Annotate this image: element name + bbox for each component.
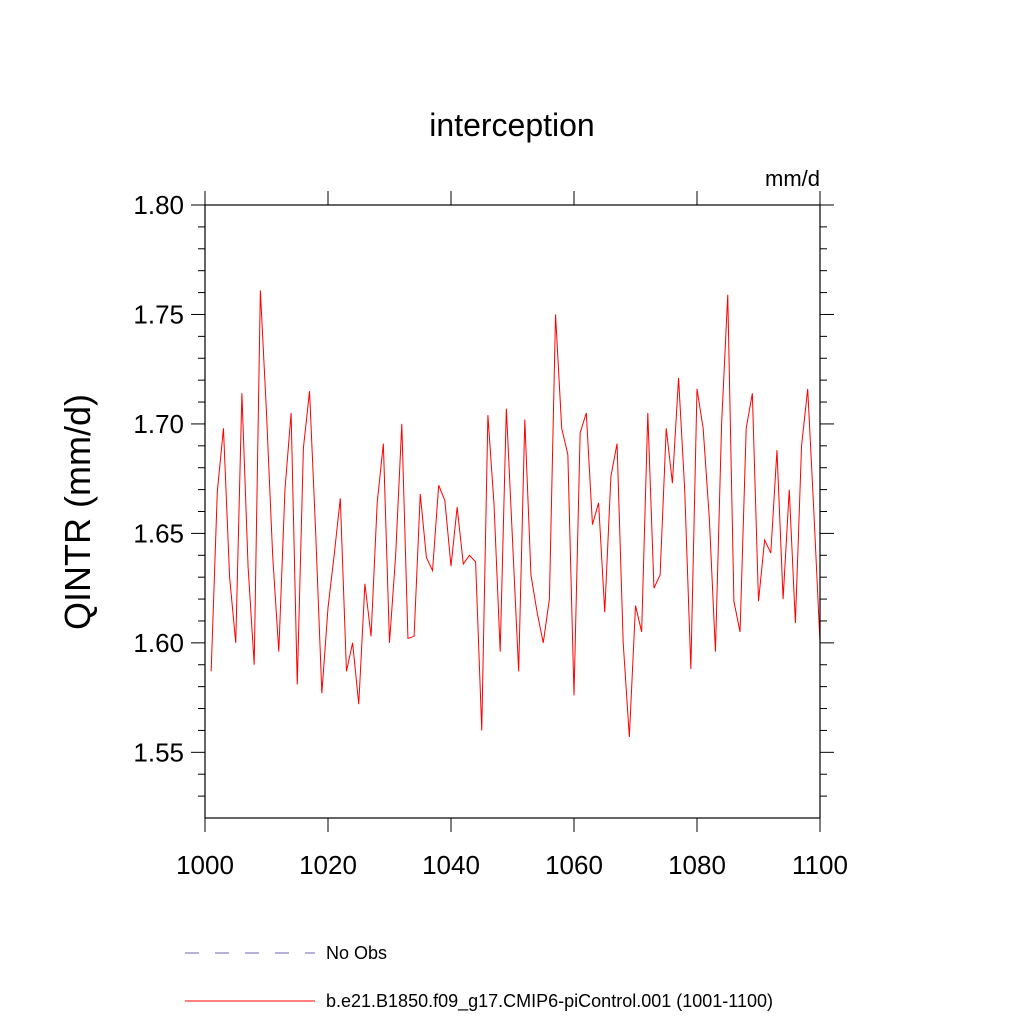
units-label: mm/d — [765, 166, 820, 191]
y-axis-label: QINTR (mm/d) — [57, 394, 98, 630]
x-tick-label: 1040 — [422, 850, 480, 880]
series-line — [210, 290, 821, 738]
legend-label-no-obs: No Obs — [326, 943, 387, 963]
plot-frame — [204, 204, 821, 819]
x-tick-label: 1100 — [792, 850, 848, 880]
legend: No Obs b.e21.B1850.f09_g17.CMIP6-piContr… — [185, 943, 773, 1012]
x-tick-label: 1000 — [176, 850, 234, 880]
y-tick-label: 1.70 — [133, 409, 184, 439]
y-tick-labels: 1.55 1.60 1.65 1.70 1.75 1.80 — [133, 190, 184, 767]
y-tick-label: 1.65 — [133, 518, 184, 548]
legend-label-piControl: b.e21.B1850.f09_g17.CMIP6-piControl.001 … — [326, 991, 773, 1012]
y-tick-label: 1.80 — [133, 190, 184, 220]
y-tick-label: 1.75 — [133, 299, 184, 329]
axis-ticks — [191, 191, 834, 832]
y-tick-label: 1.60 — [133, 628, 184, 658]
x-tick-label: 1060 — [545, 850, 603, 880]
x-tick-label: 1020 — [299, 850, 357, 880]
chart-title: interception — [429, 107, 594, 143]
x-tick-labels: 1000 1020 1040 1060 1080 1100 — [176, 850, 848, 880]
series-layer — [210, 290, 821, 738]
y-tick-label: 1.55 — [133, 737, 184, 767]
x-tick-label: 1080 — [668, 850, 726, 880]
